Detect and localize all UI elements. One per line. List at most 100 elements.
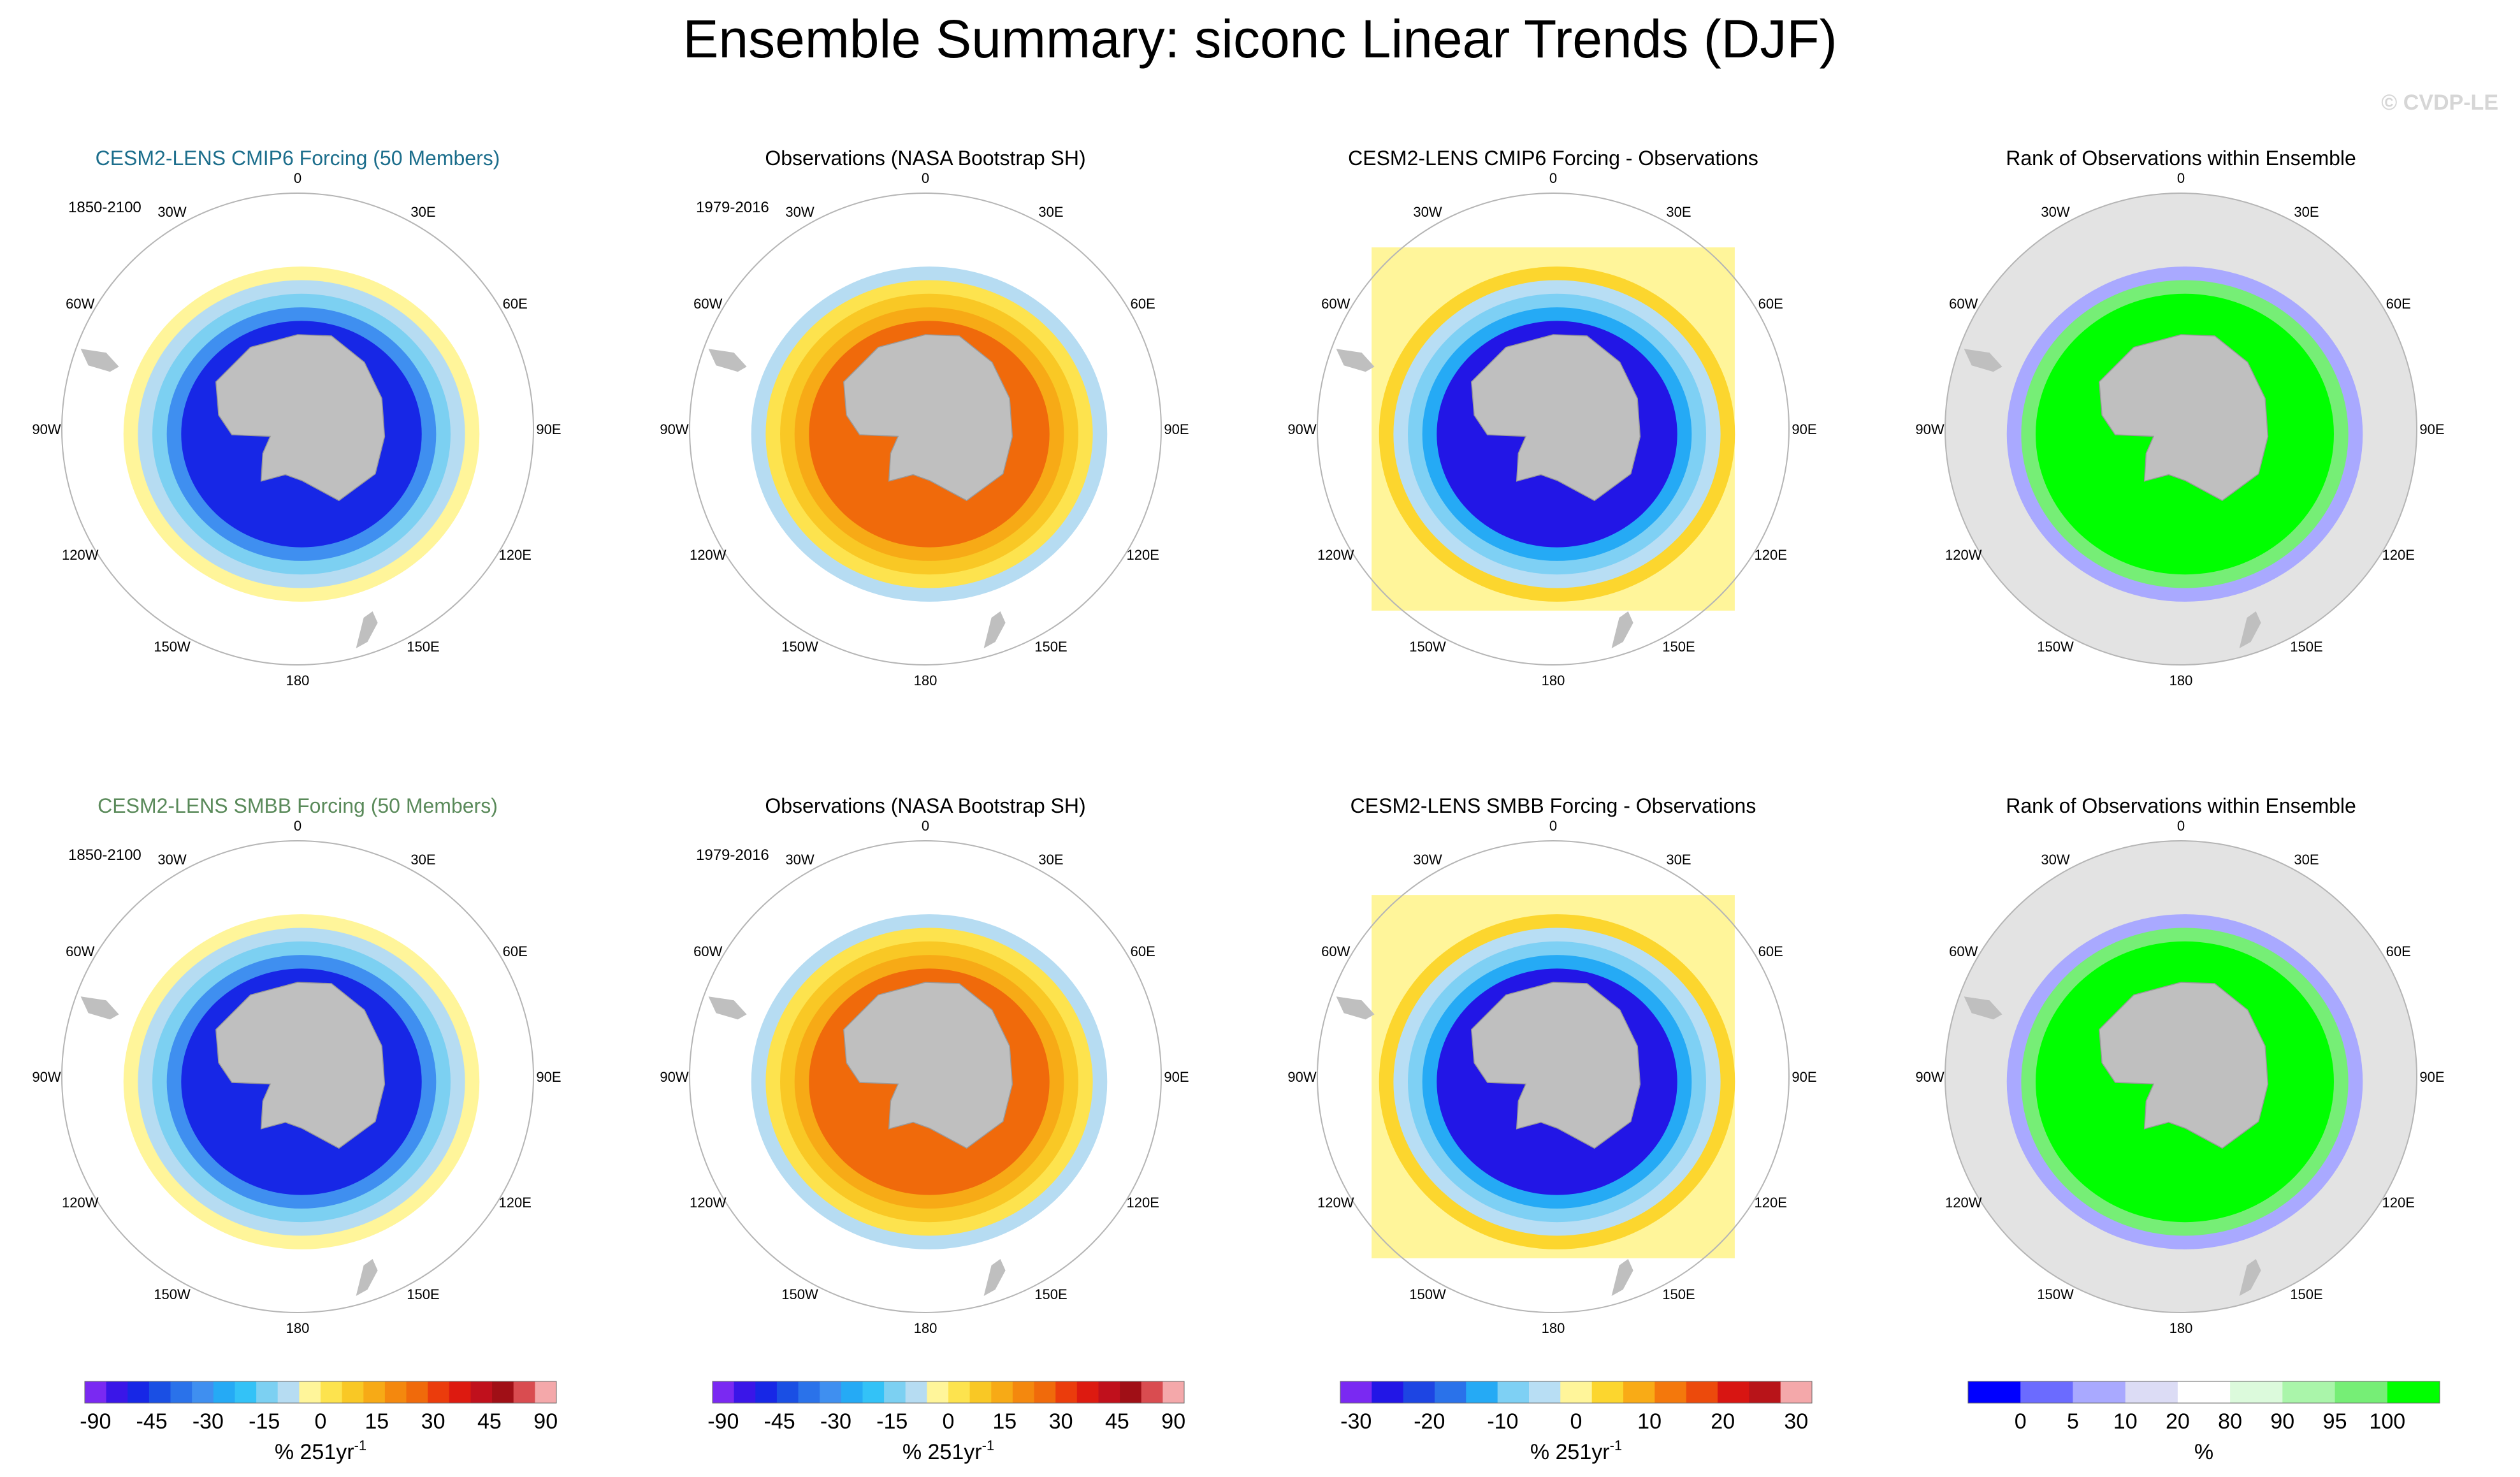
map-panel: Observations (NASA Bootstrap SH) 1979-201… — [660, 794, 1189, 1336]
period-label: 1850-2100 — [68, 199, 141, 216]
new-zealand-land — [983, 1259, 1006, 1296]
colorbar-tick-label: 20 — [2166, 1409, 2190, 1434]
longitude-label: 60W — [1321, 943, 1350, 959]
longitude-label: 90E — [536, 1069, 561, 1085]
colorbar-tick-label: -45 — [764, 1409, 795, 1434]
antarctica-land — [215, 334, 386, 502]
longitude-label: 0 — [2177, 818, 2185, 834]
colorbar-box — [948, 1381, 971, 1403]
colorbar-tick-label: 5 — [2067, 1409, 2079, 1434]
longitude-label: 60E — [1758, 296, 1783, 312]
colorbar-tick-label: -20 — [1414, 1409, 1445, 1434]
new-zealand-land — [356, 1259, 378, 1296]
longitude-label: 120W — [1945, 1195, 1982, 1211]
colorbar-box — [1034, 1381, 1056, 1403]
colorbar-box — [1686, 1381, 1718, 1403]
longitude-label: 60E — [2386, 943, 2411, 959]
unit-exponent: -1 — [354, 1437, 367, 1453]
longitude-label: 60W — [693, 943, 722, 959]
colorbar-box — [1403, 1381, 1435, 1403]
colorbar: 0 5 10 20 80 90 95 100% — [1967, 1381, 2440, 1464]
colorbar-box — [256, 1381, 279, 1403]
longitude-label: 150W — [781, 1286, 818, 1302]
colorbar-tick-label: 95 — [2323, 1409, 2347, 1434]
longitude-label: 60E — [503, 296, 528, 312]
longitude-label: 30W — [785, 204, 814, 220]
antarctica-land — [215, 982, 386, 1149]
south-america-land — [1336, 996, 1375, 1020]
colorbar-box — [2230, 1381, 2283, 1403]
watermark: © CVDP-LE — [2381, 91, 2498, 115]
longitude-label: 120W — [1945, 547, 1982, 563]
colorbar-box — [235, 1381, 257, 1403]
colorbar-box — [2020, 1381, 2073, 1403]
longitude-label: 90W — [1287, 421, 1316, 437]
new-zealand-land — [356, 611, 378, 648]
colorbar-box — [406, 1381, 428, 1403]
map-boundary — [1944, 193, 2417, 666]
longitude-label: 60E — [1131, 296, 1155, 312]
colorbar-frame — [84, 1381, 557, 1404]
colorbar-tick-label: -30 — [1340, 1409, 1372, 1434]
colorbar-tick-label: 10 — [1637, 1409, 1662, 1434]
longitude-label: 30W — [2041, 852, 2069, 868]
colorbar-box — [2177, 1381, 2231, 1403]
longitude-label: 120W — [62, 547, 99, 563]
longitude-label: 150W — [2037, 639, 2074, 655]
antarctica-land — [1471, 334, 1641, 502]
unit-exponent: -1 — [982, 1437, 995, 1453]
longitude-label: 120E — [1755, 1195, 1787, 1211]
colorbar-tick-label: 45 — [477, 1409, 502, 1434]
colorbar-box — [905, 1381, 927, 1403]
longitude-label: 90W — [32, 421, 61, 437]
new-zealand-land — [2239, 1259, 2261, 1296]
colorbar-box — [2387, 1381, 2440, 1403]
colorbar-tick-label: 15 — [992, 1409, 1017, 1434]
colorbar-box — [820, 1381, 842, 1403]
longitude-label: 90W — [1915, 1069, 1944, 1085]
longitude-label: 90W — [32, 1069, 61, 1085]
colorbar-box — [1497, 1381, 1530, 1403]
period-label: 1979-2016 — [696, 847, 769, 864]
colorbar-box — [321, 1381, 343, 1403]
colorbar-box — [192, 1381, 214, 1403]
longitude-label: 180 — [286, 673, 310, 688]
period-label: 1979-2016 — [696, 199, 769, 216]
longitude-label: 150W — [781, 639, 818, 655]
map-boundary — [1317, 840, 1790, 1313]
longitude-label: 120E — [1127, 1195, 1159, 1211]
colorbar-box — [1718, 1381, 1749, 1403]
colorbar-box — [1012, 1381, 1034, 1403]
longitude-label: 180 — [914, 1320, 938, 1336]
colorbar-box — [127, 1381, 150, 1403]
longitude-label: 120W — [1317, 1195, 1354, 1211]
colorbar-tick-label: -15 — [249, 1409, 280, 1434]
longitude-label: 60W — [1321, 296, 1350, 312]
longitude-label: 30W — [785, 852, 814, 868]
colorbar-box — [969, 1381, 992, 1403]
colorbar-box — [2125, 1381, 2178, 1403]
antarctica-land — [843, 982, 1013, 1149]
new-zealand-land — [983, 611, 1006, 648]
colorbar-tick-label: 80 — [2218, 1409, 2242, 1434]
longitude-label: 150W — [1409, 1286, 1446, 1302]
colorbar-unit-label: % 251yr-1 — [1530, 1437, 1622, 1464]
longitude-label: 30E — [1666, 204, 1691, 220]
colorbar-box — [277, 1381, 300, 1403]
colorbar-tick-label: -15 — [876, 1409, 908, 1434]
colorbar: -90 -45 -30 -15 0 15 30 45 90 % 251yr-1 — [80, 1381, 558, 1464]
longitude-label: 120E — [2382, 547, 2415, 563]
colorbar-box — [1529, 1381, 1561, 1403]
unit-text: % 251yr — [902, 1440, 982, 1464]
longitude-label: 150W — [154, 639, 191, 655]
longitude-label: 120E — [2382, 1195, 2415, 1211]
colorbar-row: -90 -45 -30 -15 0 15 30 45 90% 251yr-1-90 -45 -30-… — [80, 1381, 2440, 1464]
longitude-label: 150E — [407, 1286, 439, 1302]
unit-text: % — [2194, 1440, 2213, 1464]
south-america-land — [1964, 349, 2002, 372]
map-panel: CESM2-LENS CMIP6 Forcing (50 Members) 185… — [32, 147, 561, 688]
new-zealand-land — [2239, 611, 2261, 648]
longitude-label: 90E — [2419, 421, 2444, 437]
